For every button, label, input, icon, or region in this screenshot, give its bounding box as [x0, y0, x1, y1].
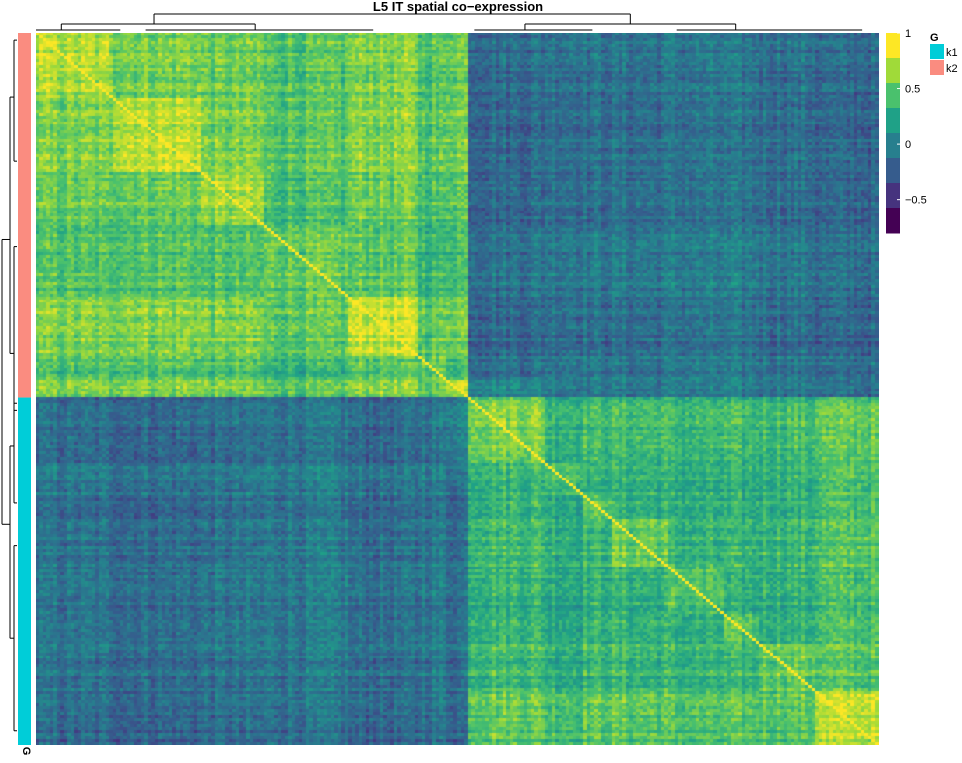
- colorbar-segment: [886, 33, 900, 59]
- group-legend-swatch-k1: [930, 44, 944, 59]
- colorbar-segment: [886, 208, 900, 234]
- colorbar-segment: [886, 183, 900, 209]
- group-legend: G k1 k2: [930, 32, 958, 75]
- group-legend-swatch-k2: [930, 60, 944, 75]
- color-legend: 1 0.5 0 −0.5: [886, 28, 927, 234]
- colorbar-segment: [886, 133, 900, 159]
- heatmap-matrix: [36, 33, 879, 745]
- colorbar-segment: [886, 158, 900, 184]
- annotation-k2-segment: [18, 33, 31, 398]
- row-dendrogram: [1, 39, 17, 732]
- chart-title: L5 IT spatial co−expression: [373, 0, 543, 14]
- group-annotation-bar: [18, 33, 31, 745]
- annotation-row-label: G: [20, 747, 32, 756]
- group-legend-label-k2: k2: [946, 63, 958, 75]
- colorbar-tick-label: −0.5: [905, 195, 927, 207]
- colorbar-segment: [886, 108, 900, 134]
- group-legend-label-k1: k1: [946, 47, 958, 59]
- colorbar-tick-label: 0: [905, 139, 911, 151]
- group-legend-title: G: [930, 32, 939, 44]
- colorbar-segment: [886, 58, 900, 84]
- annotation-k1-segment: [18, 397, 31, 745]
- colorbar-tick-label: 0.5: [905, 84, 920, 96]
- colorbar-segment: [886, 83, 900, 109]
- colorbar-tick-label: 1: [905, 28, 911, 40]
- column-dendrogram: [36, 13, 863, 31]
